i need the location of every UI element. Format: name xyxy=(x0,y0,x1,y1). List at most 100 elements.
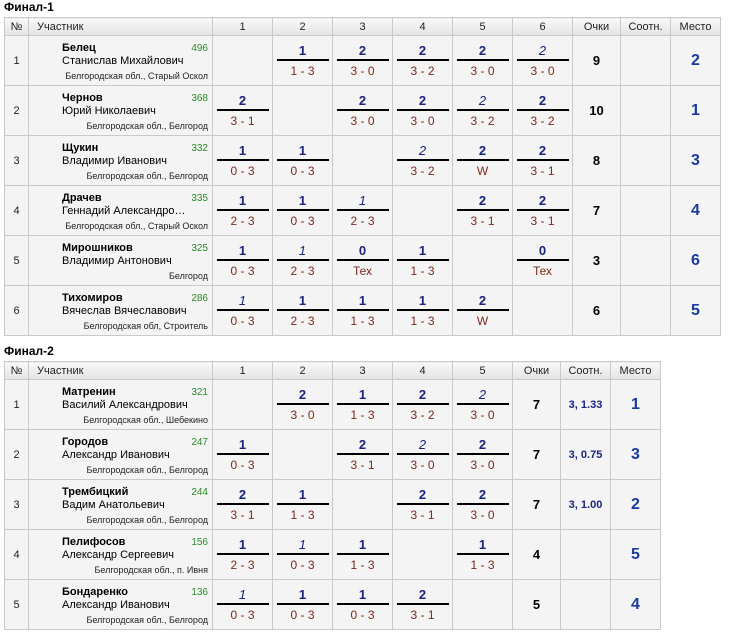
game-result-cell[interactable]: 2 3 - 1 xyxy=(212,479,273,530)
final-2-table: № Участник 1 2 3 4 5 Очки Соотн. Место 1 Матренин Ва… xyxy=(4,361,661,630)
game-result-cell[interactable]: 1 1 - 3 xyxy=(272,35,333,86)
game-result-cell[interactable]: 2 3 - 0 xyxy=(512,35,573,86)
player-rating: 335 xyxy=(191,193,208,204)
player-cell[interactable]: Мирошников Владимир Антонович 325 Белгород xyxy=(28,235,213,286)
player-cell[interactable]: Пелифосов Александр Сергеевич 156 Белгородс… xyxy=(28,529,213,580)
game-result-cell[interactable]: 1 0 - 3 xyxy=(272,579,333,630)
game-result-cell[interactable]: 2 3 - 1 xyxy=(512,135,573,186)
game-score: 2 xyxy=(516,93,569,111)
player-cell[interactable]: Чернов Юрий Николаевич 368 Белгородская обл… xyxy=(28,85,213,136)
game-result-cell[interactable]: 1 0 - 3 xyxy=(272,185,333,236)
game-result-cell[interactable]: 2 3 - 0 xyxy=(392,85,453,136)
game-result-cell[interactable]: 1 0 - 3 xyxy=(272,529,333,580)
game-result-cell[interactable]: 2 3 - 1 xyxy=(512,185,573,236)
game-set-result: Тех xyxy=(352,264,373,278)
player-surname[interactable]: Тихомиров xyxy=(62,292,123,304)
game-result-cell[interactable]: 1 0 - 3 xyxy=(212,285,273,336)
game-result-cell[interactable]: 2 3 - 1 xyxy=(452,185,513,236)
col-header-place: Место xyxy=(610,361,661,380)
game-result-cell[interactable]: 1 0 - 3 xyxy=(272,135,333,186)
row-number: 2 xyxy=(4,85,29,136)
player-surname[interactable]: Бондаренко xyxy=(62,586,128,598)
game-set-result: 2 - 3 xyxy=(230,214,255,228)
player-surname[interactable]: Пелифосов xyxy=(62,536,126,548)
game-result-cell[interactable]: 0 Тех xyxy=(332,235,393,286)
game-result-cell[interactable]: 2 3 - 0 xyxy=(452,479,513,530)
player-cell[interactable]: Драчев Геннадий Александро… 335 Белгородска… xyxy=(28,185,213,236)
game-result-cell[interactable]: 1 2 - 3 xyxy=(212,529,273,580)
player-surname[interactable]: Щукин xyxy=(62,142,99,154)
player-surname[interactable]: Чернов xyxy=(62,92,103,104)
game-result-cell[interactable]: 2 3 - 1 xyxy=(212,85,273,136)
col-header-opponent: 6 xyxy=(512,17,573,36)
col-header-opponent: 4 xyxy=(392,17,453,36)
game-result-cell[interactable]: 2 3 - 1 xyxy=(392,579,453,630)
game-result-cell[interactable]: 2 3 - 2 xyxy=(392,135,453,186)
game-result-cell[interactable]: 2 3 - 0 xyxy=(332,85,393,136)
game-set-result: 1 - 3 xyxy=(470,558,495,572)
player-surname[interactable]: Матренин xyxy=(62,386,116,398)
game-result-cell[interactable]: 1 0 - 3 xyxy=(212,135,273,186)
game-result-cell[interactable]: 2 3 - 0 xyxy=(452,429,513,480)
game-result-cell[interactable]: 1 1 - 3 xyxy=(332,529,393,580)
game-result-cell[interactable]: 2 3 - 2 xyxy=(392,35,453,86)
game-result-cell[interactable]: 1 0 - 3 xyxy=(212,235,273,286)
table-row: 1 Матренин Василий Александрович 321 Белгоро… xyxy=(4,379,661,430)
game-result-cell[interactable]: 2 3 - 0 xyxy=(272,379,333,430)
game-result-cell[interactable]: 1 0 - 3 xyxy=(212,579,273,630)
player-surname[interactable]: Мирошников xyxy=(62,242,133,254)
col-header-place: Место xyxy=(670,17,721,36)
game-result-cell[interactable]: 1 2 - 3 xyxy=(272,285,333,336)
game-result-cell[interactable]: 2 3 - 0 xyxy=(452,379,513,430)
game-result-cell[interactable]: 1 2 - 3 xyxy=(212,185,273,236)
game-result-cell[interactable]: 2 3 - 2 xyxy=(392,379,453,430)
game-result-cell[interactable]: 0 Тех xyxy=(512,235,573,286)
game-score: 0 xyxy=(516,243,569,261)
player-cell[interactable]: Матренин Василий Александрович 321 Белгород… xyxy=(28,379,213,430)
player-surname[interactable]: Трембицкий xyxy=(62,486,129,498)
player-cell[interactable]: Трембицкий Вадим Анатольевич 244 Белгородск… xyxy=(28,479,213,530)
place-cell: 2 xyxy=(610,479,661,530)
player-cell[interactable]: Белец Станислав Михайлович 496 Белгородская… xyxy=(28,35,213,86)
game-result-cell[interactable]: 1 2 - 3 xyxy=(332,185,393,236)
game-result-cell[interactable]: 1 0 - 3 xyxy=(332,579,393,630)
table-row: 5 Мирошников Владимир Антонович 325 Белгород… xyxy=(4,235,721,286)
row-number: 3 xyxy=(4,135,29,186)
game-result-cell[interactable]: 1 1 - 3 xyxy=(392,285,453,336)
game-score: 1 xyxy=(276,587,329,605)
game-result-cell[interactable]: 1 1 - 3 xyxy=(392,235,453,286)
game-score: 2 xyxy=(456,437,509,455)
row-number: 2 xyxy=(4,429,29,480)
place-cell: 3 xyxy=(610,429,661,480)
player-cell[interactable]: Тихомиров Вячеслав Вячеславович 286 Белгоро… xyxy=(28,285,213,336)
game-result-cell[interactable]: 2 3 - 0 xyxy=(332,35,393,86)
self-cell xyxy=(392,185,453,236)
player-cell[interactable]: Бондаренко Александр Иванович 136 Белгородс… xyxy=(28,579,213,630)
game-result-cell[interactable]: 2 3 - 0 xyxy=(392,429,453,480)
player-surname[interactable]: Белец xyxy=(62,42,96,54)
player-cell[interactable]: Городов Александр Иванович 247 Белгородская… xyxy=(28,429,213,480)
game-result-cell[interactable]: 2 3 - 0 xyxy=(452,35,513,86)
game-set-result: 2 - 3 xyxy=(290,264,315,278)
game-result-cell[interactable]: 1 1 - 3 xyxy=(332,285,393,336)
game-result-cell[interactable]: 2 3 - 1 xyxy=(332,429,393,480)
player-surname[interactable]: Драчев xyxy=(62,192,102,204)
game-result-cell[interactable]: 1 2 - 3 xyxy=(272,235,333,286)
player-surname[interactable]: Городов xyxy=(62,436,109,448)
game-score: 1 xyxy=(396,293,449,311)
game-result-cell[interactable]: 1 1 - 3 xyxy=(452,529,513,580)
place-cell: 4 xyxy=(610,579,661,630)
game-result-cell[interactable]: 2 3 - 2 xyxy=(512,85,573,136)
game-set-result: 3 - 0 xyxy=(290,408,315,422)
game-result-cell[interactable]: 1 0 - 3 xyxy=(212,429,273,480)
ratio-cell xyxy=(620,35,671,86)
game-result-cell[interactable]: 1 1 - 3 xyxy=(272,479,333,530)
game-result-cell[interactable]: 1 1 - 3 xyxy=(332,379,393,430)
game-result-cell[interactable]: 2 3 - 1 xyxy=(392,479,453,530)
game-set-result: 3 - 1 xyxy=(350,458,375,472)
player-rating: 247 xyxy=(191,437,208,448)
game-result-cell[interactable]: 2 3 - 2 xyxy=(452,85,513,136)
player-cell[interactable]: Щукин Владимир Иванович 332 Белгородская об… xyxy=(28,135,213,186)
